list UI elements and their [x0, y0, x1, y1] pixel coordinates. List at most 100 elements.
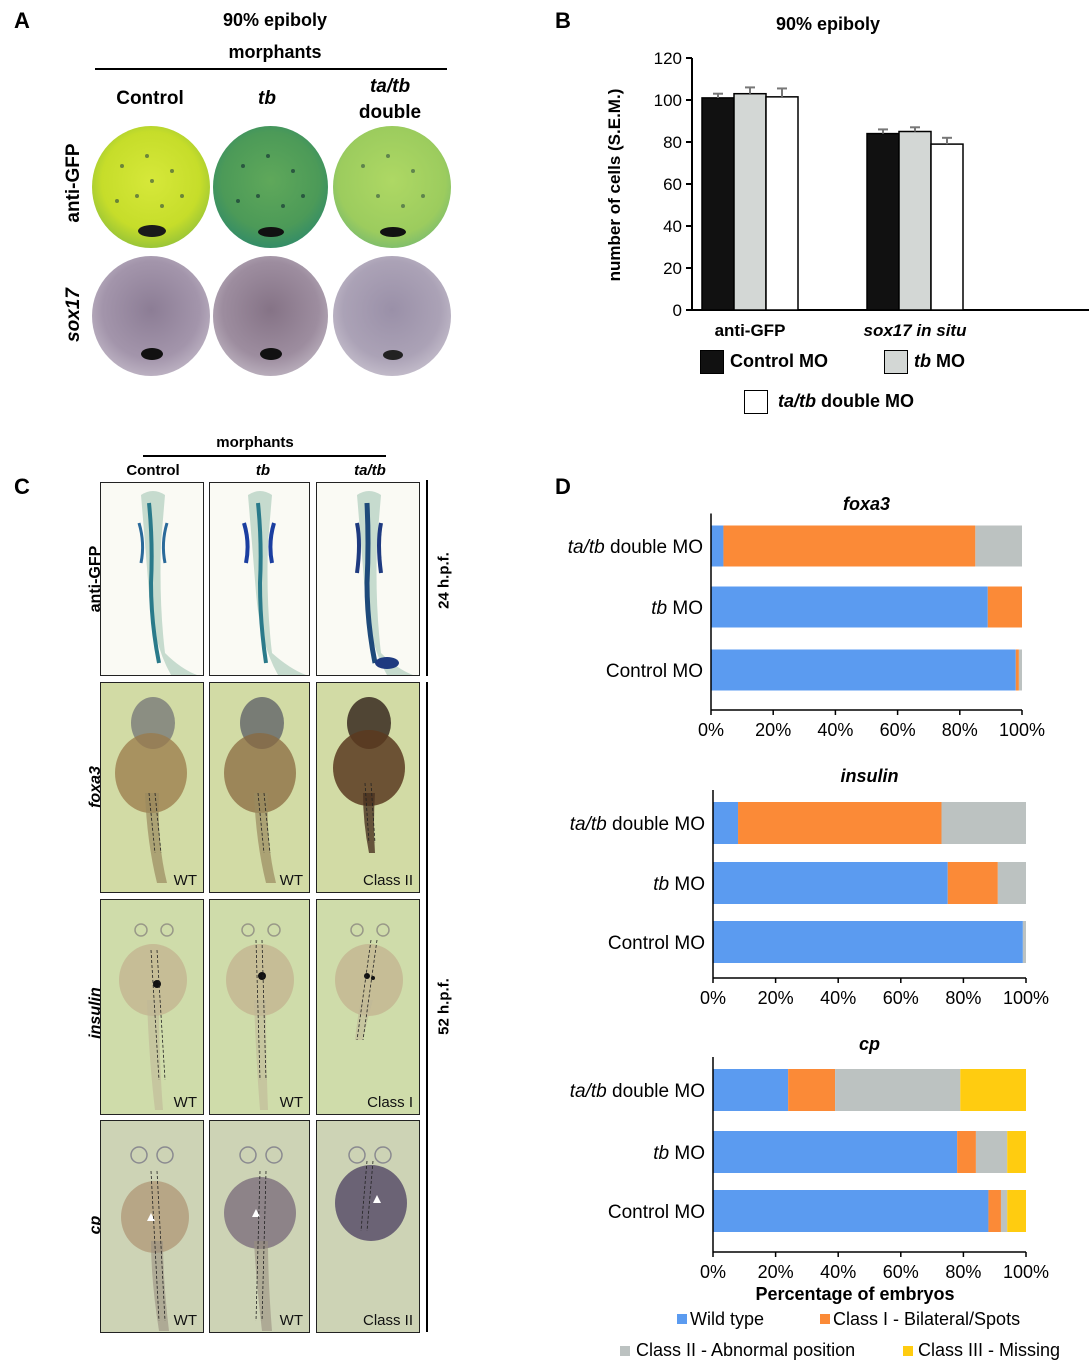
bar-segment: [835, 1069, 961, 1111]
foxa3-tile-tatb: Class II: [316, 682, 420, 893]
y-tick-label: 0: [673, 301, 682, 320]
bar-segment: [960, 1069, 1026, 1111]
class-label: WT: [279, 1094, 303, 1111]
insulin-tile-tb: WT: [209, 899, 310, 1115]
x-tick-label: 40%: [820, 1262, 856, 1282]
class-label: WT: [173, 872, 197, 889]
panel-a-row-sox17: sox17: [63, 288, 84, 342]
embryo-image: [242, 491, 306, 675]
x-axis-label: Percentage of embryos: [755, 1284, 954, 1304]
panel-c-header-rule: [143, 455, 386, 457]
bar-segment: [1007, 1190, 1026, 1232]
y-tick-label: 60: [663, 175, 682, 194]
x-tick-label: 100%: [1003, 1262, 1049, 1282]
x-tick-label: 80%: [942, 720, 978, 740]
bar-segment: [1000, 1190, 1008, 1232]
panel-c-col-tatb: ta/tb: [354, 462, 386, 479]
y-tick-label: ta/tb double MO: [570, 814, 705, 835]
bar-segment: [1018, 649, 1022, 691]
panel-a-row-antigfp: anti-GFP: [63, 143, 84, 223]
bar-segment: [738, 802, 942, 844]
legend-label-class1: Class I - Bilateral/Spots: [833, 1309, 1021, 1329]
bar: [898, 130, 932, 311]
bar-segment: [975, 1131, 1008, 1173]
insulin-tile-control: WT: [100, 899, 204, 1115]
bar-segment: [788, 1069, 836, 1111]
class-label: Class I: [367, 1094, 413, 1111]
y-tick-label: tb MO: [653, 1143, 705, 1164]
x-tick-label: 60%: [880, 720, 916, 740]
y-tick-label: 120: [654, 49, 682, 68]
embryo-image: [115, 697, 187, 883]
bar-segment: [988, 1190, 1001, 1232]
bar-segment: [711, 586, 988, 628]
legend-label-class3: Class III - Missing: [918, 1340, 1061, 1360]
bar-segment: [713, 921, 1023, 963]
time-label-52: 52 h.p.f.: [435, 978, 453, 1035]
bar: [701, 97, 735, 311]
embryo-image: [92, 126, 210, 248]
embryo-image: [119, 923, 187, 1110]
bar-segment: [947, 862, 998, 904]
foxa3-tile-control: WT: [100, 682, 204, 893]
embryo-image: [333, 697, 405, 853]
panel-a-col-double-1: ta/tb: [369, 76, 411, 97]
legend-label-double-rest: double MO: [816, 391, 914, 411]
x-tick-labels: anti-GFP sox17 in situ: [715, 321, 968, 340]
legend-swatch-control: [700, 350, 724, 374]
bar-segment: [957, 1131, 976, 1173]
panel-a-col-tb: tb: [258, 88, 276, 109]
legend-swatch-tb: [884, 350, 908, 374]
bar-segment: [711, 525, 724, 567]
bar-segment: [1007, 1131, 1026, 1173]
y-tick-label: Control MO: [608, 933, 705, 954]
class-label: Class II: [362, 1312, 413, 1329]
antigfp-tile-tb: [209, 482, 310, 676]
bar-segment: [987, 586, 1022, 628]
bar-segment: [1022, 921, 1026, 963]
foxa3-tile-tb: WT: [209, 682, 310, 893]
legend-swatch-wild-type: [677, 1314, 687, 1324]
chart-title: 90% epiboly: [776, 14, 880, 34]
panel-a-col-double-2: double: [358, 102, 422, 123]
class-label: WT: [279, 872, 303, 889]
chart-title: cp: [859, 1034, 880, 1054]
panel-a-subtitle: morphants: [228, 42, 322, 62]
antigfp-tile-tatb: [316, 482, 420, 676]
x-tick-label: 40%: [817, 720, 853, 740]
panel-a-letter: A: [14, 8, 30, 33]
panel-a-header-rule: [95, 68, 447, 70]
chart-title: foxa3: [843, 494, 890, 514]
legend-label-double: ta/tb double MO: [778, 391, 914, 412]
embryo-image: [335, 923, 403, 1041]
time-bracket-52: [426, 682, 428, 1332]
bar: [765, 96, 799, 311]
class-label: WT: [173, 1312, 197, 1329]
embryo-marker: [383, 350, 403, 360]
bar-segment: [713, 1131, 958, 1173]
cp-tile-control: WT: [100, 1120, 204, 1333]
class-label: Class II: [362, 872, 413, 889]
panel-d-charts: foxa3 ta/tb double MO tb MO Control MO 0% 20%…: [568, 494, 1049, 1304]
x-tick-label: 80%: [945, 1262, 981, 1282]
y-tick-label: 80: [663, 133, 682, 152]
bar-segment: [941, 802, 1026, 844]
bar: [930, 143, 964, 311]
y-tick-label: ta/tb double MO: [570, 1081, 705, 1102]
y-tick-label: 20: [663, 259, 682, 278]
legend-label-double-italic: ta/tb: [778, 391, 816, 411]
bar-segment: [713, 1190, 989, 1232]
class-label: WT: [173, 1094, 197, 1111]
embryo-image: [213, 126, 328, 248]
bar: [866, 132, 900, 311]
y-tick-label: Control MO: [606, 661, 703, 682]
y-tick-label: tb MO: [651, 598, 703, 619]
legend-swatch-class2: [620, 1346, 630, 1356]
x-tick-label: 100%: [1003, 988, 1049, 1008]
legend-label-control: Control MO: [730, 351, 828, 371]
panel-a-col-control: Control: [116, 88, 184, 109]
chart-title: insulin: [841, 766, 899, 786]
panel-c-col-control: Control: [126, 462, 180, 479]
embryo-image: [224, 1146, 296, 1331]
y-tick-label: Control MO: [608, 1202, 705, 1223]
